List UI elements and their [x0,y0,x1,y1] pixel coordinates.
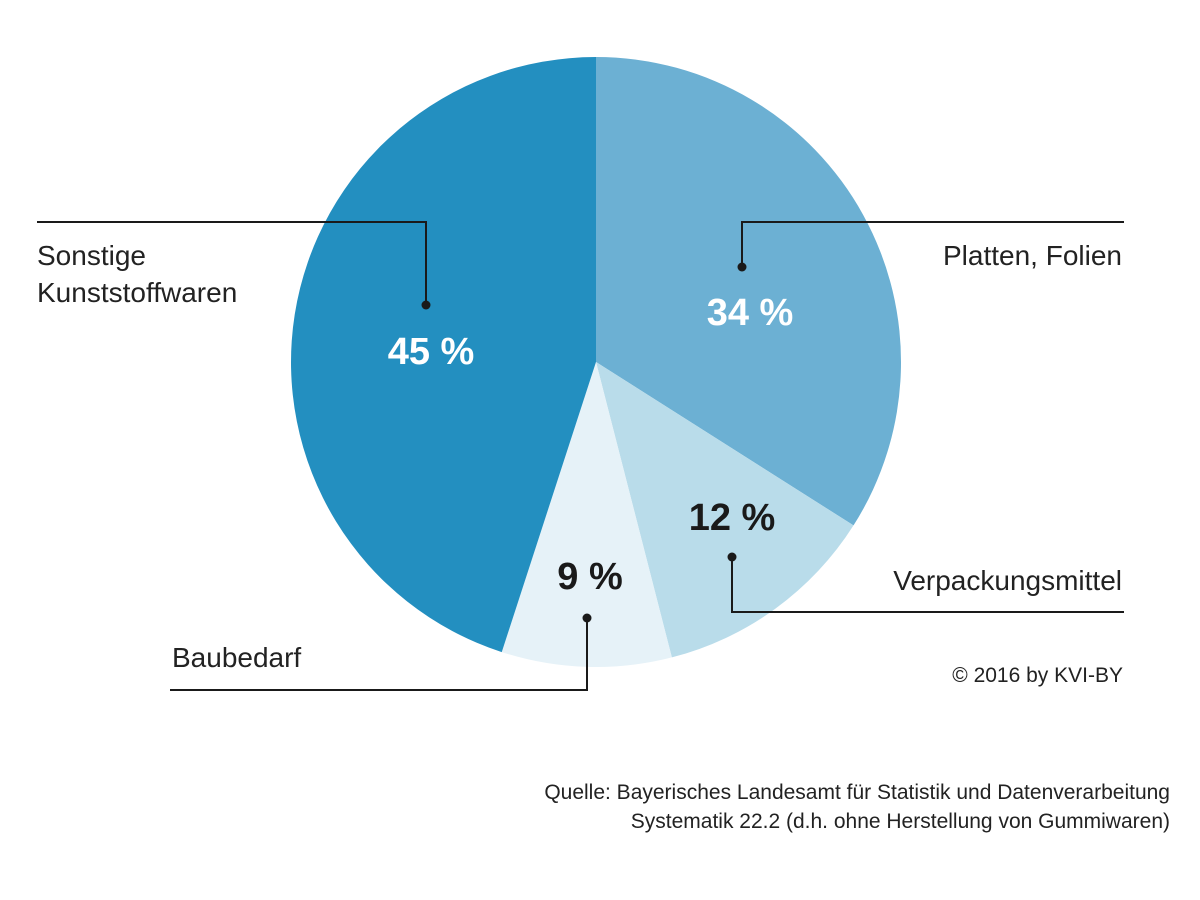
leader-dot-platten-folien [737,262,747,272]
category-label-platten-folien: Platten, Folien [943,240,1122,271]
copyright-note: © 2016 by KVI-BY [952,664,1123,687]
pie-slice-sonstige-kunststoffwaren [291,57,596,653]
leader-dot-sonstige-kunststoffwaren [421,300,431,310]
leader-lines [37,221,1124,691]
value-label-sonstige-kunststoffwaren: 45 % [388,331,475,373]
slice-labels: 34 % Platten, Folien 12 % Verpackungsmittel… [37,240,1122,673]
pie-slice-platten-folien [596,57,902,526]
leader-dot-verpackungsmittel [727,552,737,562]
leader-line-sonstige-kunststoffwaren [37,221,427,305]
value-label-baubedarf: 9 % [557,556,622,598]
leader-line-baubedarf [170,618,588,691]
source-line-2: Systematik 22.2 (d.h. ohne Herstellung v… [630,810,1170,833]
source-line-1: Quelle: Bayerisches Landesamt für Statis… [544,781,1170,804]
leader-line-verpackungsmittel [731,557,1124,613]
leader-line-platten-folien [741,221,1124,267]
value-label-platten-folien: 34 % [707,292,794,334]
pie-slices [291,57,902,668]
pie-slice-verpackungsmittel [596,362,854,658]
source-note: Quelle: Bayerisches Landesamt für Statis… [544,778,1170,836]
category-label-verpackungsmittel: Verpackungsmittel [893,565,1122,596]
pie-slice-baubedarf [501,362,672,668]
category-label-baubedarf: Baubedarf [172,642,301,673]
leader-dot-baubedarf [582,613,592,623]
category-label-sonstige-kunststoffwaren: Sonstige Kunststoffwaren [37,240,237,308]
value-label-verpackungsmittel: 12 % [689,497,776,539]
